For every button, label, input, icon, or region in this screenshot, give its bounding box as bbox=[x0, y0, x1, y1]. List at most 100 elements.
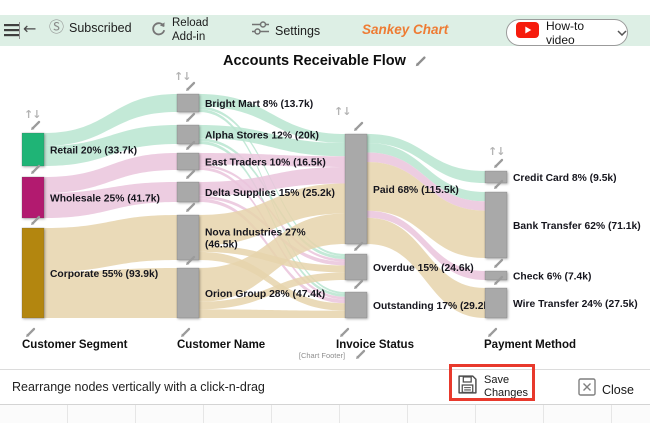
edit-chart-footer-pencil-icon[interactable] bbox=[356, 349, 366, 359]
edit-title-pencil-icon[interactable] bbox=[414, 55, 427, 68]
close-label: Close bbox=[602, 382, 634, 397]
edit-node-east-pencil-icon[interactable] bbox=[186, 140, 196, 150]
sankey-chart: ↑↓ Retail 20% (33.7k) Wholesale 25% (41.7k… bbox=[21, 70, 641, 360]
sankey-node-delta[interactable] bbox=[176, 181, 200, 203]
node-label-check: Check 6% (7.4k) bbox=[513, 271, 591, 282]
column-label-customer: Customer Name bbox=[177, 339, 265, 351]
sankey-node-bank[interactable] bbox=[484, 191, 508, 259]
flow-east-outstanding bbox=[199, 167, 345, 300]
sankey-node-wire[interactable] bbox=[484, 287, 508, 319]
edit-node-credit-pencil-icon[interactable] bbox=[494, 158, 504, 168]
edit-node-overdue-pencil-icon[interactable] bbox=[354, 241, 364, 251]
edit-node-check-pencil-icon[interactable] bbox=[494, 258, 504, 268]
subscribed-button[interactable]: Ⓢ Subscribed bbox=[49, 20, 132, 35]
node-label-paid: Paid 68% (115.5k) bbox=[373, 185, 459, 196]
node-label-east: East Traders 10% (16.5k) bbox=[205, 157, 326, 168]
node-label-wire: Wire Transfer 24% (27.5k) bbox=[513, 299, 638, 310]
flow-wholesale-delta bbox=[44, 182, 177, 218]
sankey-node-retail[interactable] bbox=[21, 132, 45, 167]
edit-node-paid-pencil-icon[interactable] bbox=[354, 121, 364, 131]
flow-corporate-orion bbox=[44, 268, 177, 318]
sankey-node-orion[interactable] bbox=[176, 267, 200, 319]
edit-node-alpha-pencil-icon[interactable] bbox=[186, 112, 196, 122]
column-label-method: Payment Method bbox=[484, 339, 576, 351]
sankey-node-nova[interactable] bbox=[176, 214, 200, 261]
edit-node-outstanding-pencil-icon[interactable] bbox=[354, 279, 364, 289]
edit-column-segment-pencil-icon[interactable] bbox=[26, 327, 36, 337]
flow-retail-bright bbox=[44, 94, 177, 146]
footer-bar: Rearrange nodes vertically with a click-… bbox=[0, 369, 650, 404]
flow-alpha-paid bbox=[199, 125, 345, 157]
back-arrow-icon[interactable]: ← bbox=[23, 19, 37, 38]
sankey-node-credit[interactable] bbox=[484, 170, 508, 184]
sankey-node-east[interactable] bbox=[176, 152, 200, 171]
reload-icon bbox=[150, 20, 167, 42]
edit-column-status-pencil-icon[interactable] bbox=[340, 327, 350, 337]
node-label-bright: Bright Mart 8% (13.7k) bbox=[205, 99, 313, 110]
node-label-wholesale: Wholesale 25% (41.7k) bbox=[50, 193, 160, 204]
hamburger-menu-icon[interactable] bbox=[4, 24, 19, 37]
edit-node-nova-pencil-icon[interactable] bbox=[186, 202, 196, 212]
flow-paid-bank bbox=[367, 143, 485, 202]
edit-node-bank-pencil-icon[interactable] bbox=[494, 179, 504, 189]
edit-node-corporate-pencil-icon[interactable] bbox=[31, 215, 41, 225]
sankey-node-bright[interactable] bbox=[176, 93, 200, 113]
sort-icon-customer[interactable]: ↑↓ bbox=[174, 70, 191, 83]
node-label-bank: Bank Transfer 62% (71.1k) bbox=[513, 221, 641, 232]
settings-button[interactable]: Settings bbox=[252, 21, 320, 40]
flow-paid-bank bbox=[367, 152, 485, 211]
column-label-segment: Customer Segment bbox=[22, 339, 128, 351]
node-label-retail: Retail 20% (33.7k) bbox=[50, 145, 137, 156]
flow-paid-bank bbox=[367, 162, 485, 258]
chart-footer-placeholder[interactable]: [Chart Footer] bbox=[299, 351, 345, 360]
sankey-node-overdue[interactable] bbox=[344, 253, 368, 281]
flow-corporate-nova bbox=[44, 215, 177, 272]
edit-column-customer-pencil-icon[interactable] bbox=[181, 327, 191, 337]
close-button[interactable]: Close bbox=[578, 378, 634, 401]
node-label-delta: Delta Supplies 15% (25.2k) bbox=[205, 188, 335, 199]
save-floppy-icon bbox=[457, 374, 478, 400]
sankey-node-alpha[interactable] bbox=[176, 124, 200, 145]
subscribed-label: Subscribed bbox=[69, 20, 132, 35]
node-label-outstanding: Outstanding 17% (29.2k) bbox=[373, 301, 493, 312]
howto-video-button[interactable]: How-to video bbox=[506, 18, 628, 47]
reload-addin-button[interactable]: Reload Add-in bbox=[150, 17, 222, 44]
flow-delta-paid bbox=[199, 167, 345, 196]
flow-alpha-overdue bbox=[199, 138, 345, 260]
rearrange-hint-text: Rearrange nodes vertically with a click-… bbox=[12, 380, 265, 394]
edit-node-orion-pencil-icon[interactable] bbox=[186, 255, 196, 265]
flow-paid-check bbox=[367, 210, 485, 280]
toolbar-divider bbox=[19, 22, 20, 39]
node-label-orion: Orion Group 28% (47.4k) bbox=[205, 289, 325, 300]
flow-delta-overdue bbox=[199, 195, 345, 266]
toolbar: ← Ⓢ Subscribed Reload Add-in Settings Sa… bbox=[0, 15, 650, 47]
sankey-node-outstanding[interactable] bbox=[344, 291, 368, 319]
sort-icon-method[interactable]: ↑↓ bbox=[488, 145, 505, 158]
column-label-status: Invoice Status bbox=[336, 339, 414, 351]
edit-column-method-pencil-icon[interactable] bbox=[488, 327, 498, 337]
subscribed-badge-icon: Ⓢ bbox=[49, 18, 65, 36]
node-label-overdue: Overdue 15% (24.6k) bbox=[373, 263, 474, 274]
sankey-node-check[interactable] bbox=[484, 270, 508, 281]
save-changes-button[interactable]: Save Changes bbox=[457, 374, 534, 400]
settings-sliders-icon bbox=[252, 21, 269, 40]
flow-orion-outstanding bbox=[199, 309, 345, 318]
edit-node-bright-pencil-icon[interactable] bbox=[186, 81, 196, 91]
chevron-down-icon bbox=[617, 29, 627, 36]
edit-node-wire-pencil-icon[interactable] bbox=[494, 275, 504, 285]
edit-node-retail-pencil-icon[interactable] bbox=[31, 120, 41, 130]
sankey-node-wholesale[interactable] bbox=[21, 176, 45, 219]
chart-title-row: Accounts Receivable Flow bbox=[0, 53, 650, 69]
edit-node-wholesale-pencil-icon[interactable] bbox=[31, 164, 41, 174]
close-x-icon bbox=[578, 378, 596, 401]
flow-nova-paid bbox=[199, 183, 345, 246]
edit-node-delta-pencil-icon[interactable] bbox=[186, 169, 196, 179]
brand-title: Sankey Chart bbox=[362, 22, 449, 37]
sort-icon-segment[interactable]: ↑↓ bbox=[24, 108, 41, 121]
sankey-node-corporate[interactable] bbox=[21, 227, 45, 319]
sort-icon-status[interactable]: ↑↓ bbox=[334, 105, 351, 118]
settings-label: Settings bbox=[275, 23, 321, 38]
sankey-node-paid[interactable] bbox=[344, 133, 368, 245]
flow-wholesale-east bbox=[44, 153, 177, 193]
howto-video-label: How-to video bbox=[546, 18, 585, 47]
